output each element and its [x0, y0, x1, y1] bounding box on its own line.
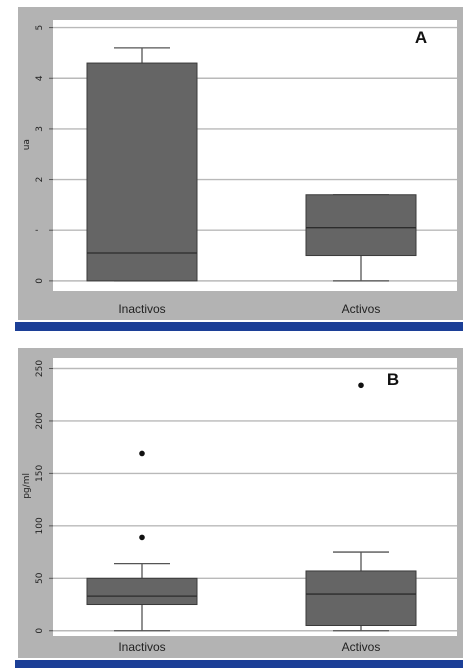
panel-label: A — [415, 28, 427, 47]
y-tick-label: 50 — [35, 572, 45, 584]
outlier-point — [358, 382, 364, 389]
y-axis-label: ua — [22, 139, 32, 150]
y-tick-label: 4 — [35, 75, 45, 81]
x-category-label: Activos — [342, 302, 381, 316]
box-activos — [305, 194, 417, 257]
box-inactivos — [86, 62, 198, 282]
box-activos — [305, 570, 417, 627]
panel-label: B — [387, 370, 399, 389]
x-category-label: Inactivos — [118, 640, 165, 654]
box-inactivos — [86, 577, 198, 606]
boxplot-chart-b: 0 50 100 150 200 250 pg/ml Inactivos Activos B — [15, 348, 463, 668]
y-tick-label: 100 — [35, 517, 45, 534]
y-tick-label: 2 — [35, 177, 45, 183]
accent-bar — [15, 660, 463, 668]
y-tick-label: 5 — [35, 25, 45, 31]
y-tick-label: ' — [35, 229, 45, 231]
y-tick-label: 0 — [35, 278, 45, 284]
y-tick-label: 250 — [35, 360, 45, 377]
chart-panel-a: 0 ' 2 3 4 5 ua Inactivos Activos A — [15, 7, 463, 331]
x-category-label: Inactivos — [118, 302, 165, 316]
accent-bar — [15, 322, 463, 331]
x-category-label: Activos — [342, 640, 381, 654]
outlier-point — [139, 450, 145, 457]
y-axis-label: pg/ml — [22, 473, 32, 499]
y-tick-label: 150 — [35, 465, 45, 482]
y-tick-label: 3 — [35, 126, 45, 132]
y-tick-label: 200 — [35, 412, 45, 429]
outlier-point — [139, 534, 145, 541]
y-tick-label: 0 — [35, 628, 45, 634]
chart-panel-b: 0 50 100 150 200 250 pg/ml Inactivos Activos B — [0, 343, 463, 668]
boxplot-chart-a: 0 ' 2 3 4 5 ua Inactivos Activos A — [15, 7, 463, 331]
